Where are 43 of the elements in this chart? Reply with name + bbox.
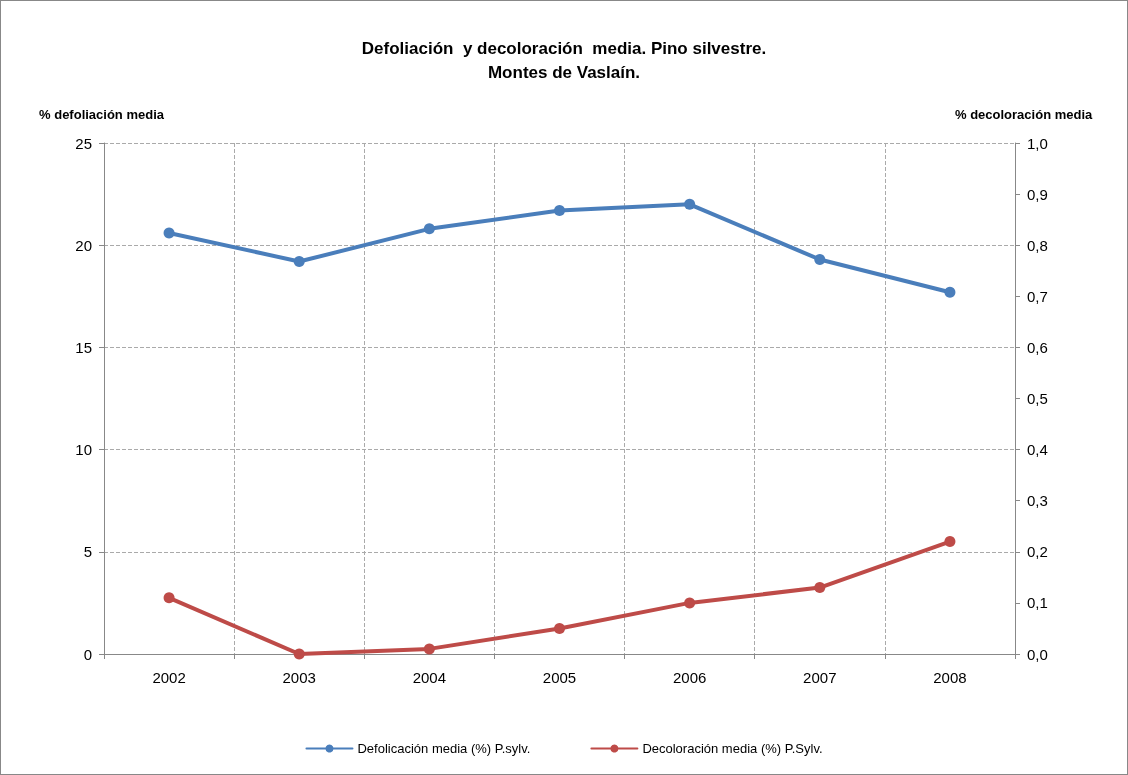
y2-tick-label: 0,7 — [1027, 287, 1048, 305]
x-tick-label: 2002 — [152, 669, 186, 686]
x-tick-label: 2007 — [803, 669, 837, 686]
point — [554, 204, 565, 216]
point — [944, 286, 956, 298]
legend-label: Defolicación media (%) P.sylv. — [357, 741, 531, 756]
point — [163, 592, 175, 604]
y2-tick-label: 1,0 — [1027, 134, 1048, 152]
y-tick-label: 0 — [83, 645, 92, 663]
y-tick-label: 15 — [75, 338, 92, 356]
point — [814, 582, 826, 594]
y-tick-label: 25 — [75, 134, 92, 152]
point — [293, 648, 305, 660]
x-tick-label: 2004 — [412, 669, 447, 686]
point — [423, 643, 435, 655]
y2-tick-label: 0,4 — [1027, 441, 1048, 459]
x-tick-label: 2005 — [542, 669, 577, 686]
point — [684, 597, 696, 609]
y2-tick-label: 0,3 — [1027, 492, 1048, 510]
y2-tick-label: 0,9 — [1027, 185, 1048, 203]
y-axis-title: % defoliación media — [39, 107, 165, 122]
point — [293, 256, 305, 268]
y2-axis-title: % decoloración media — [955, 107, 1094, 122]
x-tick-label: 2006 — [672, 669, 707, 686]
y-tick-label: 20 — [75, 236, 92, 254]
y2-tick-label: 0,2 — [1027, 543, 1048, 561]
point — [423, 223, 435, 235]
y-tick-label: 5 — [83, 543, 92, 561]
x-tick-label: 2003 — [282, 669, 316, 686]
point — [554, 622, 565, 634]
point — [814, 254, 826, 265]
chart-title: Defoliación y decoloración media. Pino silvestre. Montes de Vaslaín. — [361, 38, 767, 82]
y2-tick-label: 0,6 — [1027, 338, 1048, 356]
y2-tick-label: 0,8 — [1027, 236, 1048, 254]
y2-tick-label: 0,1 — [1027, 594, 1048, 612]
point — [163, 227, 175, 239]
y2-tick-label: 0,0 — [1027, 645, 1048, 663]
x-tick-label: 2008 — [933, 669, 967, 686]
legend-label: Decoloración media (%) P.Sylv. — [642, 741, 823, 756]
y-tick-label: 10 — [75, 441, 92, 459]
point — [944, 536, 956, 548]
point — [684, 198, 696, 210]
y2-tick-label: 0,5 — [1027, 390, 1048, 407]
